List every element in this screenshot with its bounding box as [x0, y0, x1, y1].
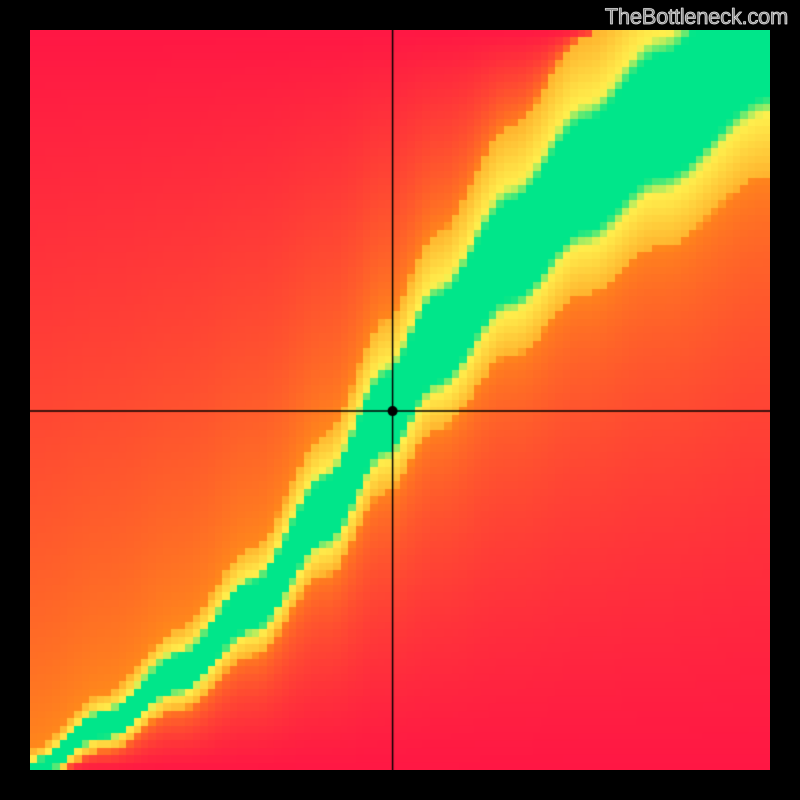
chart-container: TheBottleneck.com [0, 0, 800, 800]
bottleneck-heatmap [30, 30, 770, 770]
watermark-text: TheBottleneck.com [605, 4, 788, 30]
